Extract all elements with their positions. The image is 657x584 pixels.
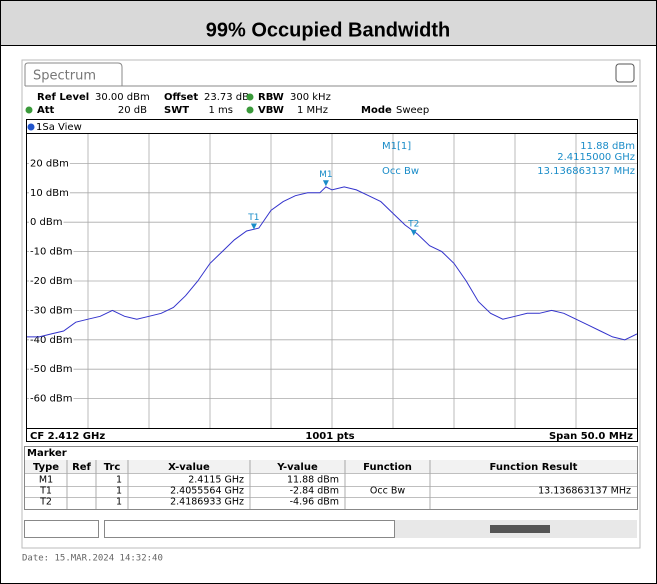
y-tick-label: -20 dBm	[30, 276, 72, 287]
points: 1001 pts	[305, 431, 354, 442]
cell: 2.4055564 GHz	[170, 486, 244, 497]
column-header: X-value	[168, 462, 210, 473]
progress	[490, 525, 550, 533]
column-header: Y-value	[276, 462, 318, 473]
cell: -4.96 dBm	[290, 497, 339, 508]
setting-value: 1 ms	[209, 105, 234, 116]
setting-label: Att	[37, 105, 55, 116]
readout-function: Occ Bw	[382, 166, 419, 177]
label-bg	[29, 158, 70, 170]
marker	[322, 180, 329, 187]
indicator	[246, 106, 254, 114]
y-tick-label: -30 dBm	[30, 305, 72, 316]
label-bg	[29, 217, 64, 229]
setting-value: 1 MHz	[297, 105, 328, 116]
cell: Occ Bw	[370, 486, 405, 497]
trace-indicator	[27, 123, 35, 131]
column-header: Function	[363, 462, 412, 473]
cell: 2.4115 GHz	[188, 475, 244, 486]
setting-value: Sweep	[396, 105, 429, 116]
trace	[27, 186, 638, 341]
setting-value: 300 kHz	[290, 92, 331, 103]
tab-label: Spectrum	[33, 69, 96, 84]
setting-value: 30.00 dBm	[95, 92, 150, 103]
setting-label: Ref Level	[37, 92, 89, 103]
cell: -2.84 dBm	[290, 486, 339, 497]
readout-marker: M1[1]	[382, 141, 411, 152]
title: 99% Occupied Bandwidth	[206, 19, 450, 41]
header-row	[25, 460, 637, 473]
cell: T1	[39, 486, 52, 497]
cell: 1	[116, 497, 122, 508]
cell: M1	[39, 475, 53, 486]
readout-level: 11.88 dBm	[580, 141, 635, 152]
marker	[250, 223, 257, 230]
y-tick-label: -50 dBm	[30, 364, 72, 375]
cell: T2	[39, 497, 52, 508]
date: Date: 15.MAR.2024 14:32:40	[22, 554, 163, 564]
indicator	[246, 93, 254, 101]
title-bar	[0, 0, 657, 46]
view-label: 1Sa View	[36, 122, 82, 133]
cell: 1	[116, 486, 122, 497]
label-bg	[29, 187, 70, 199]
label-bg	[29, 334, 74, 346]
setting-label: RBW	[258, 92, 284, 103]
y-tick-label: 0 dBm	[30, 217, 63, 228]
column-header: Ref	[72, 462, 91, 473]
column-header: Function Result	[490, 462, 578, 473]
status-box	[104, 520, 395, 538]
label-bg	[29, 246, 74, 258]
menu-icon[interactable]	[615, 63, 635, 83]
label-bg	[29, 364, 74, 376]
setting-label: Offset	[164, 92, 198, 103]
column-header: Type	[33, 462, 59, 473]
label-bg	[29, 305, 74, 317]
tab[interactable]	[24, 62, 123, 86]
y-tick-label: -60 dBm	[30, 394, 72, 405]
setting-label: VBW	[258, 105, 284, 116]
readout-freq: 2.4115000 GHz	[557, 152, 635, 163]
marker	[410, 229, 417, 236]
y-tick-label: -40 dBm	[30, 335, 72, 346]
label-bg	[29, 276, 74, 287]
span: Span 50.0 MHz	[549, 431, 633, 442]
status-box	[24, 520, 99, 538]
setting-value: 20 dB	[118, 105, 147, 116]
y-tick-label: -10 dBm	[30, 247, 72, 258]
marker-label: T1	[247, 213, 259, 223]
marker-label: M1	[319, 170, 333, 180]
setting-value: 23.73 dB	[204, 92, 249, 103]
y-tick-label: 10 dBm	[30, 188, 69, 199]
marker-title: Marker	[27, 448, 67, 459]
marker-panel	[24, 446, 638, 510]
y-tick-label: 20 dBm	[30, 158, 69, 169]
center-freq: CF 2.412 GHz	[30, 431, 105, 442]
cell: 2.4186933 GHz	[170, 497, 244, 508]
label-bg	[29, 393, 74, 405]
readout-result: 13.136863137 MHz	[537, 166, 635, 177]
setting-label: SWT	[164, 105, 189, 116]
setting-label: Mode	[361, 105, 392, 116]
cell: 1	[116, 475, 122, 486]
cell: 11.88 dBm	[287, 475, 339, 486]
indicator	[25, 106, 33, 114]
marker-label: T2	[407, 219, 419, 229]
cell: 13.136863137 MHz	[538, 486, 631, 497]
column-header: Trc	[104, 462, 121, 473]
